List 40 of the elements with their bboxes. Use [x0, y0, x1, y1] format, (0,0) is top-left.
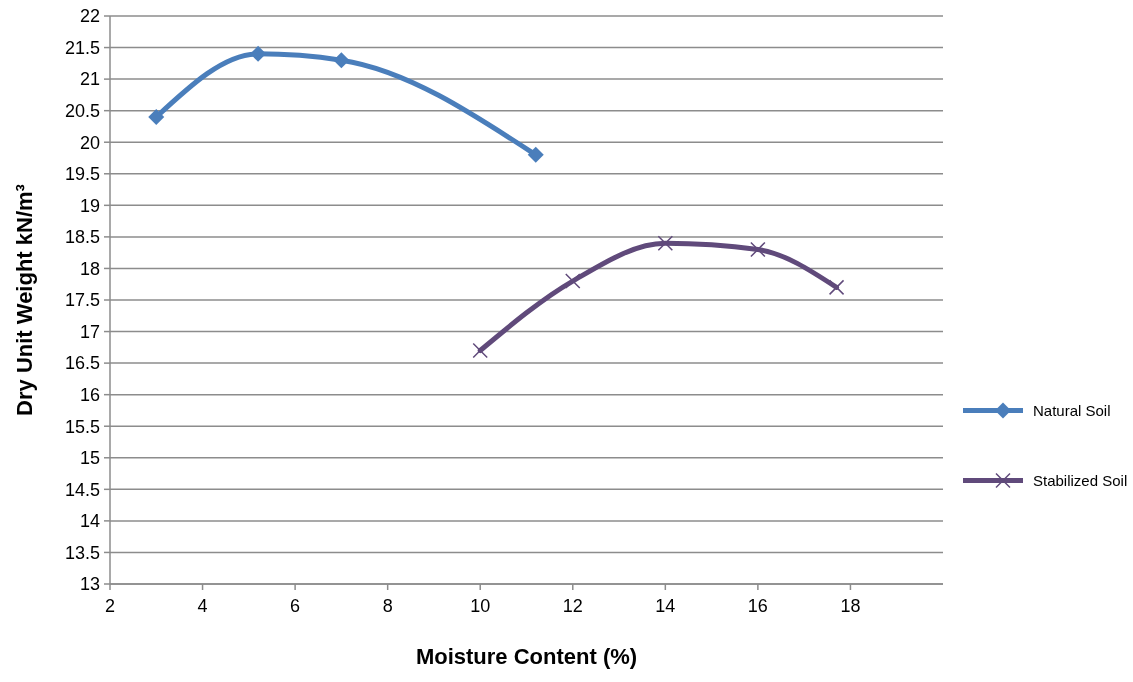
x-tick-label: 18 — [840, 596, 861, 616]
y-tick-label: 21 — [79, 69, 100, 90]
y-tick-label: 17.5 — [64, 290, 100, 311]
point — [527, 146, 544, 163]
x-tick-label: 12 — [562, 596, 583, 616]
y-tick-label: 14.5 — [64, 479, 100, 500]
y-tick-label: 15 — [79, 448, 100, 469]
y-tick-label: 20 — [79, 132, 100, 153]
y-tick-label: 20.5 — [64, 100, 100, 121]
y-axis-title: Dry Unit Weight kN/m³ — [12, 184, 37, 416]
y-tick-label: 22 — [79, 6, 100, 27]
x-tick-label: 6 — [290, 596, 301, 616]
point — [828, 279, 845, 296]
y-tick-label: 13 — [79, 574, 100, 595]
point — [657, 235, 674, 251]
point — [472, 342, 488, 359]
y-tick-label: 21.5 — [64, 37, 100, 58]
y-tick-label: 19 — [79, 195, 100, 216]
y-tick-label: 15.5 — [64, 416, 100, 437]
y-tick-label: 14 — [79, 511, 100, 532]
x-tick-label: 4 — [197, 596, 208, 616]
point — [565, 273, 581, 289]
y-tick-label: 16.5 — [64, 353, 100, 374]
point — [148, 108, 165, 125]
y-tick-label: 16 — [79, 384, 100, 405]
x-tick-label: 2 — [104, 596, 116, 616]
point — [333, 52, 350, 69]
y-tick-label: 19.5 — [64, 164, 100, 185]
point — [750, 241, 766, 258]
x-tick-label: 8 — [382, 596, 393, 616]
y-tick-label: 17 — [79, 321, 100, 342]
legend-label: Stabilized Soil — [1033, 471, 1128, 489]
legend-label: Natural Soil — [1033, 401, 1111, 419]
x-axis-title: Moisture Content (%) — [415, 644, 638, 669]
y-tick-label: 18.5 — [64, 227, 100, 248]
x-tick-label: 14 — [655, 596, 676, 616]
x-tick-label: 10 — [470, 596, 491, 616]
x-tick-label: 16 — [747, 596, 768, 616]
y-tick-label: 18 — [79, 258, 100, 279]
y-tick-label: 13.5 — [64, 542, 100, 563]
